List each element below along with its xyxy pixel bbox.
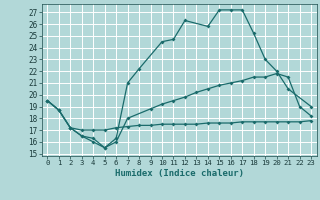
- X-axis label: Humidex (Indice chaleur): Humidex (Indice chaleur): [115, 169, 244, 178]
